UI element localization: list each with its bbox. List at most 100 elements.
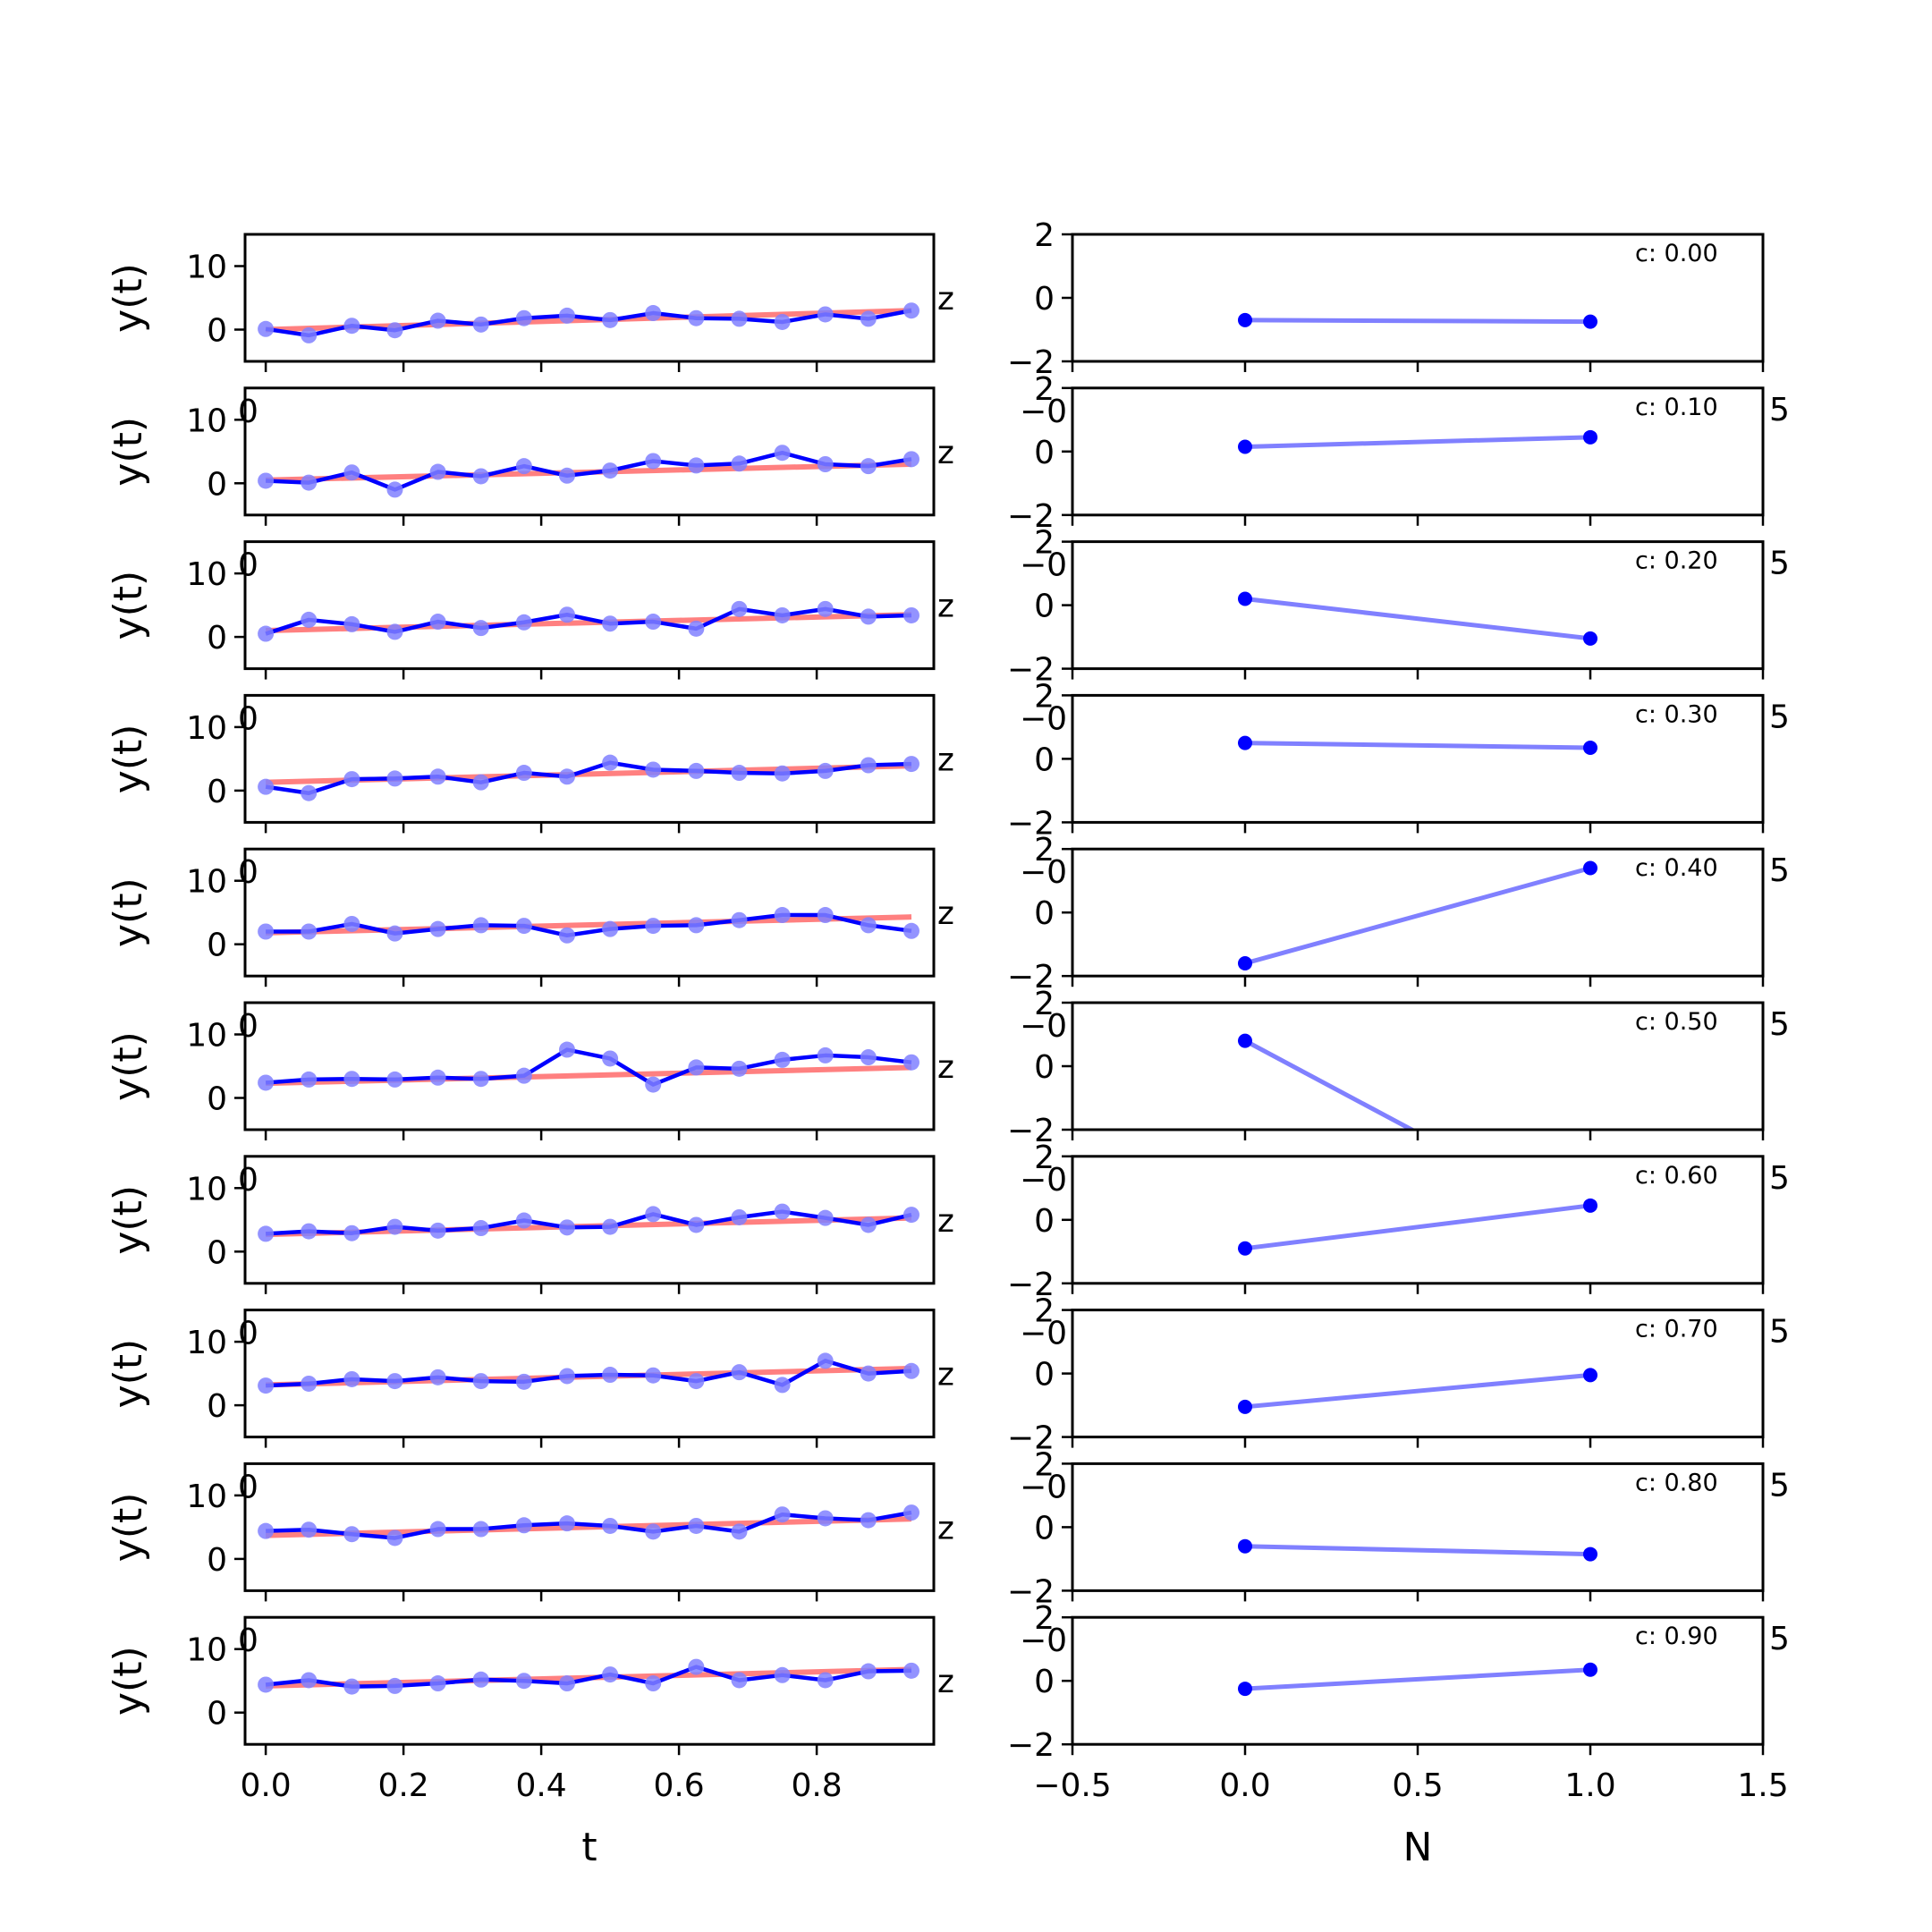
- series-point-3-9: [645, 761, 662, 778]
- series-point-8-5: [472, 1521, 489, 1538]
- right-axes-frame-7: [1071, 1309, 1765, 1439]
- series-point-3-13: [817, 762, 834, 779]
- n-point-5-0: [1238, 1033, 1252, 1048]
- right-panel-0: −2 0 2 c: 0.00: [1007, 217, 1765, 381]
- series-point-2-10: [688, 620, 705, 637]
- right-ytick-label-0-0: −2: [1007, 344, 1055, 381]
- right-ytick-label-0-2: 2: [1034, 217, 1055, 254]
- n-point-4-1: [1583, 860, 1597, 876]
- series-point-5-11: [731, 1060, 748, 1077]
- series-point-6-10: [688, 1216, 705, 1233]
- n-line-3: [1244, 741, 1591, 750]
- left-plot-area-9: [258, 1658, 919, 1695]
- left-ytick-label-1-1: 10: [186, 402, 227, 439]
- right-panel-column: −202 c: 0.00−0 5−202 c: 0.10−0 5−202 c: 0.20−…: [1007, 217, 1790, 1804]
- n-line-2: [1244, 597, 1591, 641]
- series-point-9-10: [688, 1658, 705, 1675]
- series-point-8-15: [902, 1504, 919, 1521]
- left-plot-area-4: [258, 907, 919, 944]
- series-point-6-11: [731, 1208, 748, 1225]
- series-point-1-12: [774, 445, 791, 462]
- series-point-5-9: [645, 1076, 662, 1093]
- right-axes-frame-9: [1071, 1615, 1765, 1746]
- series-line-9: [265, 1665, 912, 1689]
- n-point-7-0: [1238, 1399, 1252, 1414]
- series-point-6-7: [558, 1219, 575, 1236]
- series-point-6-14: [860, 1216, 877, 1233]
- series-point-8-1: [301, 1521, 318, 1538]
- series-point-5-4: [429, 1069, 446, 1086]
- left-y-axis-label-6: y(t): [106, 1185, 151, 1255]
- series-point-7-8: [602, 1367, 619, 1384]
- left-axes-frame-7: [243, 1309, 936, 1439]
- left-hidden-axis-glyph-8: 0: [238, 1469, 258, 1505]
- series-point-2-5: [472, 620, 489, 637]
- series-line-3: [265, 760, 912, 795]
- left-panel-6: 0 z 0 10 y(t): [106, 1155, 954, 1294]
- right-hidden-tick-fragment-9: −0: [1020, 1623, 1067, 1659]
- right-ytick-label-4-1: 0: [1034, 895, 1055, 932]
- left-axes-frame-8: [243, 1462, 936, 1592]
- n-line-8: [1244, 1544, 1591, 1557]
- series-point-5-6: [515, 1067, 532, 1084]
- right-ytick-label-5-2: 2: [1034, 986, 1055, 1022]
- series-point-3-4: [429, 768, 446, 785]
- series-point-4-4: [429, 920, 446, 937]
- series-point-4-2: [343, 915, 360, 932]
- left-panel-2: 0 z 0 10 y(t): [106, 540, 954, 680]
- series-point-1-10: [688, 457, 705, 474]
- series-point-0-3: [386, 322, 403, 339]
- left-ytick-label-5-0: 0: [207, 1081, 227, 1118]
- right-xtick-label-1: 0.0: [1219, 1767, 1270, 1804]
- n-line-6: [1244, 1203, 1591, 1251]
- series-point-7-12: [774, 1377, 791, 1394]
- series-point-5-13: [817, 1046, 834, 1063]
- left-ytick-label-4-1: 10: [186, 864, 227, 901]
- series-point-8-12: [774, 1506, 791, 1523]
- series-point-9-2: [343, 1678, 360, 1695]
- left-panel-5: 0 z 0 10 y(t): [106, 1001, 954, 1140]
- left-ytick-label-2-1: 10: [186, 556, 227, 593]
- right-ytick-label-1-2: 2: [1034, 371, 1055, 408]
- left-ytick-label-5-1: 10: [186, 1018, 227, 1055]
- right-axes-frame-2: [1071, 540, 1765, 671]
- left-ytick-label-6-1: 10: [186, 1171, 227, 1208]
- series-point-3-0: [258, 778, 275, 795]
- left-hidden-axis-z-glyph-9: z: [937, 1664, 954, 1700]
- series-point-9-3: [386, 1677, 403, 1694]
- left-xtick-label-4: 0.8: [791, 1767, 842, 1804]
- series-point-6-4: [429, 1222, 446, 1239]
- series-line-7: [266, 1359, 912, 1388]
- series-point-9-13: [817, 1672, 834, 1689]
- series-point-7-15: [902, 1362, 919, 1379]
- c-annotation-9: c: 0.90: [1635, 1623, 1718, 1650]
- right-hidden-tick-five-8: 5: [1769, 1467, 1790, 1504]
- left-panel-4: 0 z 0 10 y(t): [106, 847, 954, 987]
- n-point-3-0: [1238, 735, 1252, 750]
- series-point-7-0: [258, 1377, 275, 1394]
- c-annotation-2: c: 0.20: [1635, 547, 1718, 575]
- left-hidden-axis-glyph-6: 0: [238, 1162, 258, 1199]
- series-point-4-12: [774, 907, 791, 924]
- right-panel-3: −0 5 −2 0 2 c: 0.30: [1007, 678, 1790, 842]
- series-point-9-4: [429, 1675, 446, 1692]
- right-hidden-tick-five-5: 5: [1769, 1006, 1790, 1043]
- series-point-6-2: [343, 1224, 360, 1241]
- series-point-9-9: [645, 1675, 662, 1692]
- series-point-8-14: [860, 1512, 877, 1529]
- series-point-0-15: [902, 302, 919, 319]
- n-line-1: [1244, 435, 1591, 449]
- left-xtick-label-1: 0.2: [377, 1767, 428, 1804]
- series-point-7-6: [515, 1373, 532, 1390]
- left-axes-frame-1: [243, 386, 936, 517]
- right-hidden-tick-five-9: 5: [1769, 1621, 1790, 1657]
- left-axes-frame-5: [243, 1001, 936, 1131]
- series-point-0-6: [515, 309, 532, 326]
- series-point-0-9: [645, 305, 662, 322]
- series-point-4-14: [860, 917, 877, 934]
- series-point-5-8: [602, 1050, 619, 1067]
- right-axes-frame-1: [1071, 386, 1765, 517]
- c-annotation-5: c: 0.50: [1635, 1008, 1718, 1036]
- right-ytick-label-4-0: −2: [1007, 959, 1055, 996]
- right-axes-frame-0: [1071, 233, 1765, 363]
